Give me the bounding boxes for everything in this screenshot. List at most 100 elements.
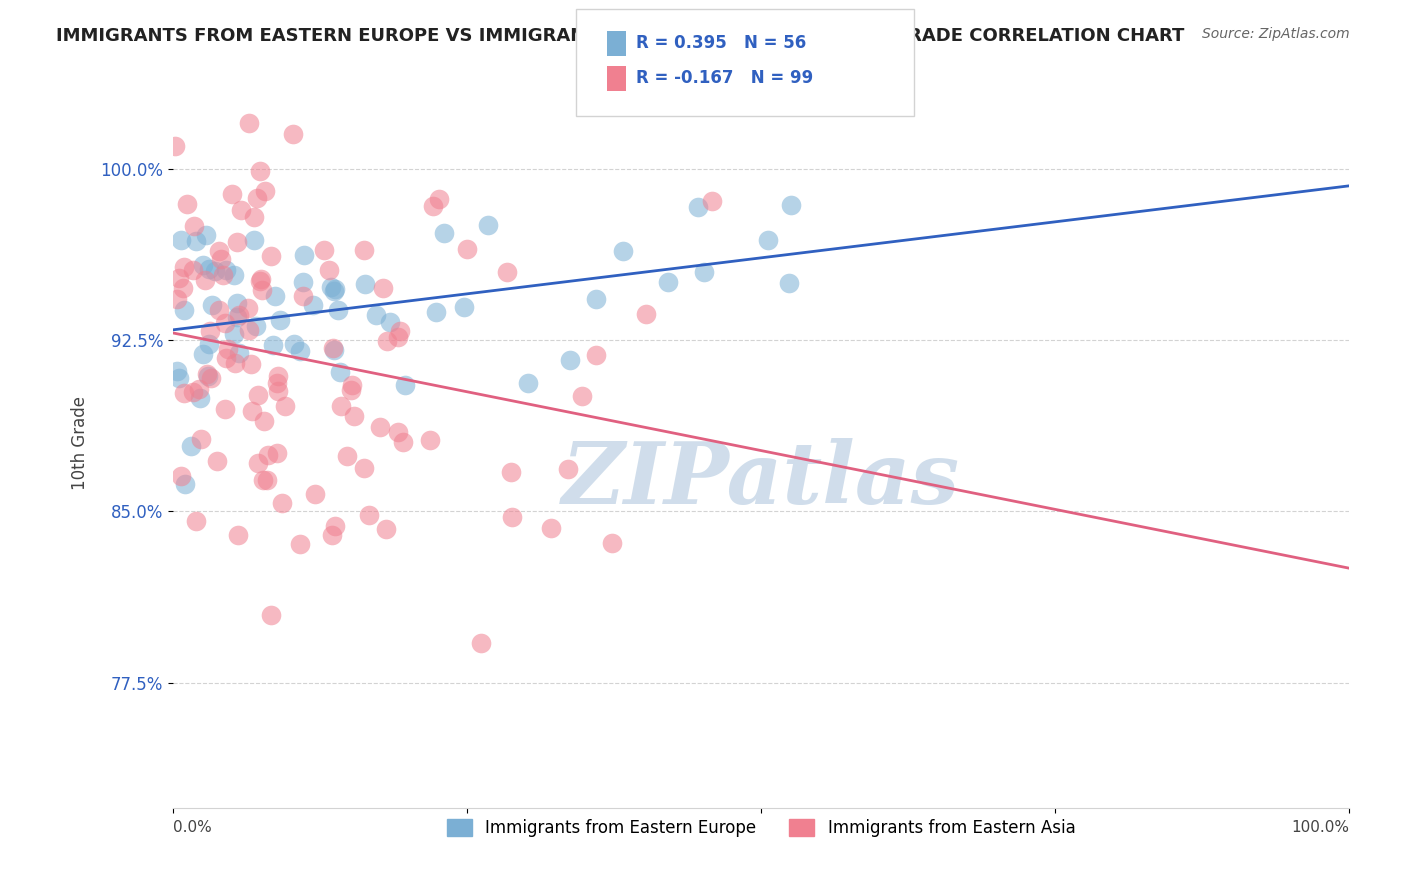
Point <box>266 369 288 384</box>
Point <box>208 302 231 317</box>
Point <box>172 281 194 295</box>
Point <box>181 385 204 400</box>
Point <box>238 323 260 337</box>
Point <box>238 116 260 130</box>
Point <box>343 409 366 424</box>
Point <box>229 203 252 218</box>
Point <box>329 365 352 379</box>
Point <box>321 528 343 542</box>
Point <box>585 349 607 363</box>
Point <box>292 248 315 262</box>
Point <box>249 274 271 288</box>
Point <box>323 519 346 533</box>
Point <box>304 486 326 500</box>
Point <box>187 382 209 396</box>
Point <box>224 356 246 370</box>
Point <box>353 277 375 292</box>
Point <box>176 197 198 211</box>
Point <box>167 371 190 385</box>
Point <box>260 607 283 622</box>
Point <box>238 301 260 315</box>
Point <box>183 219 205 233</box>
Point <box>266 446 288 460</box>
Point <box>226 295 249 310</box>
Point <box>353 244 375 258</box>
Point <box>184 235 207 249</box>
Point <box>612 244 634 258</box>
Point <box>266 376 288 390</box>
Point <box>453 300 475 314</box>
Point <box>387 425 409 439</box>
Point <box>516 376 538 391</box>
Point <box>165 139 187 153</box>
Point <box>242 233 264 247</box>
Point <box>243 211 266 225</box>
Point <box>247 456 270 470</box>
Point <box>540 521 562 535</box>
Point <box>253 185 276 199</box>
Point <box>167 270 190 285</box>
Point <box>256 474 278 488</box>
Point <box>198 337 221 351</box>
Point <box>301 298 323 312</box>
Point <box>700 194 723 209</box>
Point <box>314 243 336 257</box>
Point <box>214 402 236 417</box>
Point <box>470 636 492 650</box>
Point <box>693 265 716 279</box>
Point <box>240 404 263 418</box>
Point <box>195 367 218 381</box>
Point <box>245 319 267 334</box>
Point <box>262 338 284 352</box>
Point <box>184 514 207 528</box>
Point <box>249 271 271 285</box>
Point <box>422 199 444 213</box>
Text: R = 0.395   N = 56: R = 0.395 N = 56 <box>636 34 806 52</box>
Text: Source: ZipAtlas.com: Source: ZipAtlas.com <box>1202 27 1350 41</box>
Point <box>585 292 607 306</box>
Point <box>205 454 228 468</box>
Point <box>239 357 262 371</box>
Point <box>257 448 280 462</box>
Point <box>222 268 245 282</box>
Point <box>686 200 709 214</box>
Legend: Immigrants from Eastern Europe, Immigrants from Eastern Asia: Immigrants from Eastern Europe, Immigran… <box>440 813 1083 844</box>
Point <box>560 352 582 367</box>
Point <box>419 434 441 448</box>
Point <box>318 262 340 277</box>
Point <box>501 465 523 479</box>
Point <box>374 522 396 536</box>
Point <box>496 265 519 279</box>
Point <box>477 218 499 232</box>
Text: IMMIGRANTS FROM EASTERN EUROPE VS IMMIGRANTS FROM EASTERN ASIA 10TH GRADE CORREL: IMMIGRANTS FROM EASTERN EUROPE VS IMMIGR… <box>56 27 1185 45</box>
Point <box>336 450 359 464</box>
Point <box>228 346 250 360</box>
Point <box>357 508 380 523</box>
Point <box>249 164 271 178</box>
Text: 0.0%: 0.0% <box>173 820 212 835</box>
Point <box>200 371 222 385</box>
Point <box>252 473 274 487</box>
Point <box>340 383 363 397</box>
Point <box>201 297 224 311</box>
Point <box>246 388 269 402</box>
Point <box>191 258 214 272</box>
Point <box>389 324 412 338</box>
Point <box>634 307 657 321</box>
Point <box>288 537 311 551</box>
Point <box>600 536 623 550</box>
Point <box>557 462 579 476</box>
Point <box>267 384 290 398</box>
Point <box>214 316 236 330</box>
Point <box>215 351 238 366</box>
Point <box>215 263 238 277</box>
Point <box>250 283 273 297</box>
Point <box>425 305 447 319</box>
Point <box>174 476 197 491</box>
Point <box>281 127 304 141</box>
Point <box>269 313 291 327</box>
Point <box>190 432 212 446</box>
Point <box>188 391 211 405</box>
Point <box>433 226 456 240</box>
Point <box>226 310 249 324</box>
